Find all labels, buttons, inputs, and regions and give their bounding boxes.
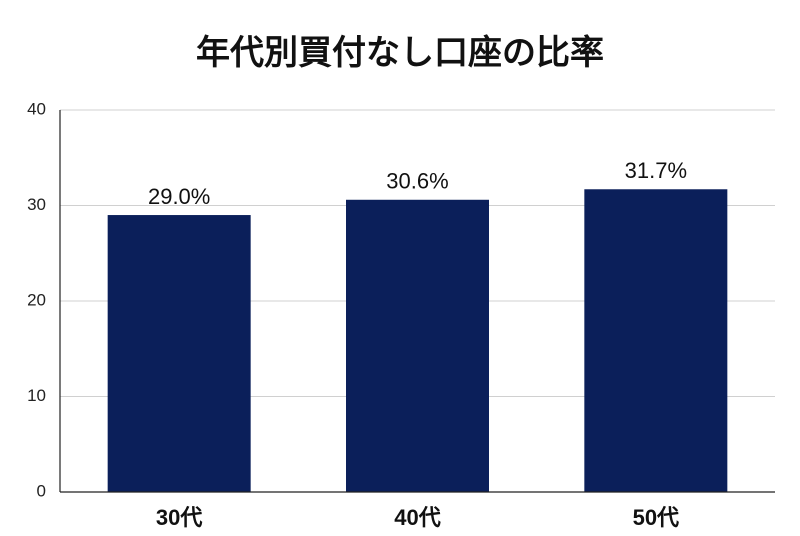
bar — [346, 199, 489, 492]
y-tick-label: 10 — [27, 386, 46, 405]
y-tick-label: 40 — [27, 99, 46, 118]
bar — [584, 189, 728, 492]
chart-title: 年代別買付なし口座の比率 — [196, 34, 604, 72]
bar — [107, 215, 251, 493]
x-tick-label: 50代 — [633, 505, 679, 530]
y-tick-label: 20 — [27, 290, 46, 309]
x-tick-label: 30代 — [156, 505, 202, 530]
value-label: 31.7% — [625, 158, 687, 183]
y-tick-label: 30 — [27, 195, 46, 214]
value-label: 29.0% — [148, 184, 210, 209]
x-tick-label: 40代 — [394, 505, 440, 530]
value-label: 30.6% — [386, 169, 448, 194]
y-tick-label: 0 — [37, 481, 46, 500]
